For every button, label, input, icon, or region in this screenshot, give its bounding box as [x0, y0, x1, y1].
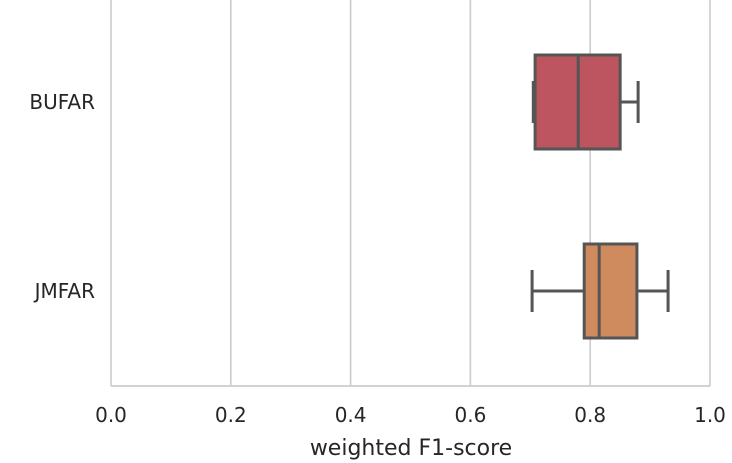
- x-tick-label: 0.0: [95, 403, 127, 427]
- box-layer: [530, 53, 670, 340]
- y-tick-label-jmfar: JMFAR: [33, 279, 96, 303]
- x-tick-label: 0.6: [454, 403, 486, 427]
- x-tick-label: 0.8: [574, 403, 606, 427]
- y-tick-label-bufar: BUFAR: [29, 90, 95, 114]
- x-tick-label: 0.4: [335, 403, 367, 427]
- box-bufar: [531, 53, 640, 151]
- x-tick-label: 1.0: [694, 403, 726, 427]
- box-rect: [582, 242, 639, 340]
- box-jmfar: [530, 242, 670, 340]
- x-axis-title: weighted F1-score: [310, 436, 512, 461]
- label-layer: 0.0 0.2 0.4 0.6 0.8 1.0 BUFAR JMFAR: [29, 90, 726, 427]
- x-tick-label: 0.2: [215, 403, 247, 427]
